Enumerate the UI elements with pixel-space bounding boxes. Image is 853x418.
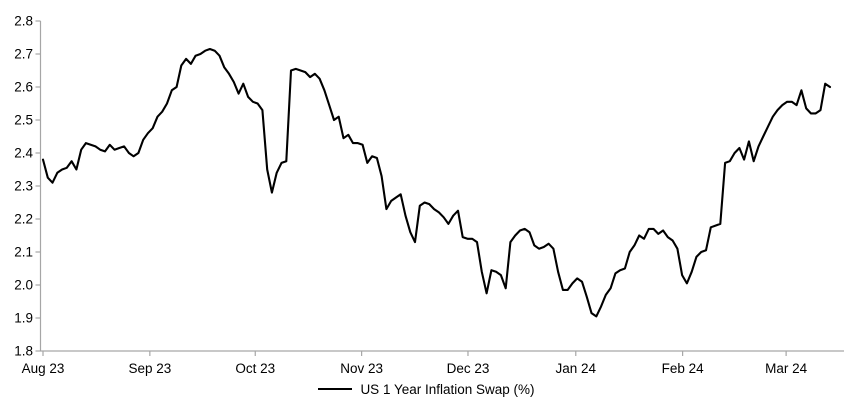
y-axis-tick-label: 2.8	[14, 14, 33, 29]
y-axis-tick-label: 2.0	[14, 278, 33, 293]
x-axis-tick-label: Dec 23	[447, 361, 490, 376]
legend-label: US 1 Year Inflation Swap (%)	[360, 381, 535, 397]
y-axis-tick-label: 1.9	[14, 311, 33, 326]
y-axis-tick-label: 2.5	[14, 113, 33, 128]
y-axis-tick-label: 2.4	[14, 146, 33, 161]
y-axis-tick-label: 2.6	[14, 80, 33, 95]
y-axis-tick-label: 1.8	[14, 344, 33, 359]
x-axis-tick-label: Oct 23	[235, 361, 275, 376]
x-axis-tick-label: Aug 23	[22, 361, 65, 376]
x-axis-tick-label: Sep 23	[128, 361, 171, 376]
legend-line-swatch	[318, 388, 353, 390]
y-axis-tick-label: 2.3	[14, 179, 33, 194]
y-axis-tick-label: 2.7	[14, 47, 33, 62]
series-line-us-1y-inflation-swap	[41, 47, 832, 318]
x-axis-tick-label: Jan 24	[556, 361, 597, 376]
x-axis-tick-label: Mar 24	[765, 361, 808, 376]
legend: US 1 Year Inflation Swap (%)	[0, 380, 853, 398]
y-axis-tick-label: 2.2	[14, 212, 33, 227]
x-axis-tick-label: Feb 24	[662, 361, 705, 376]
y-axis-tick-label: 2.1	[14, 245, 33, 260]
x-axis-tick-label: Nov 23	[340, 361, 383, 376]
